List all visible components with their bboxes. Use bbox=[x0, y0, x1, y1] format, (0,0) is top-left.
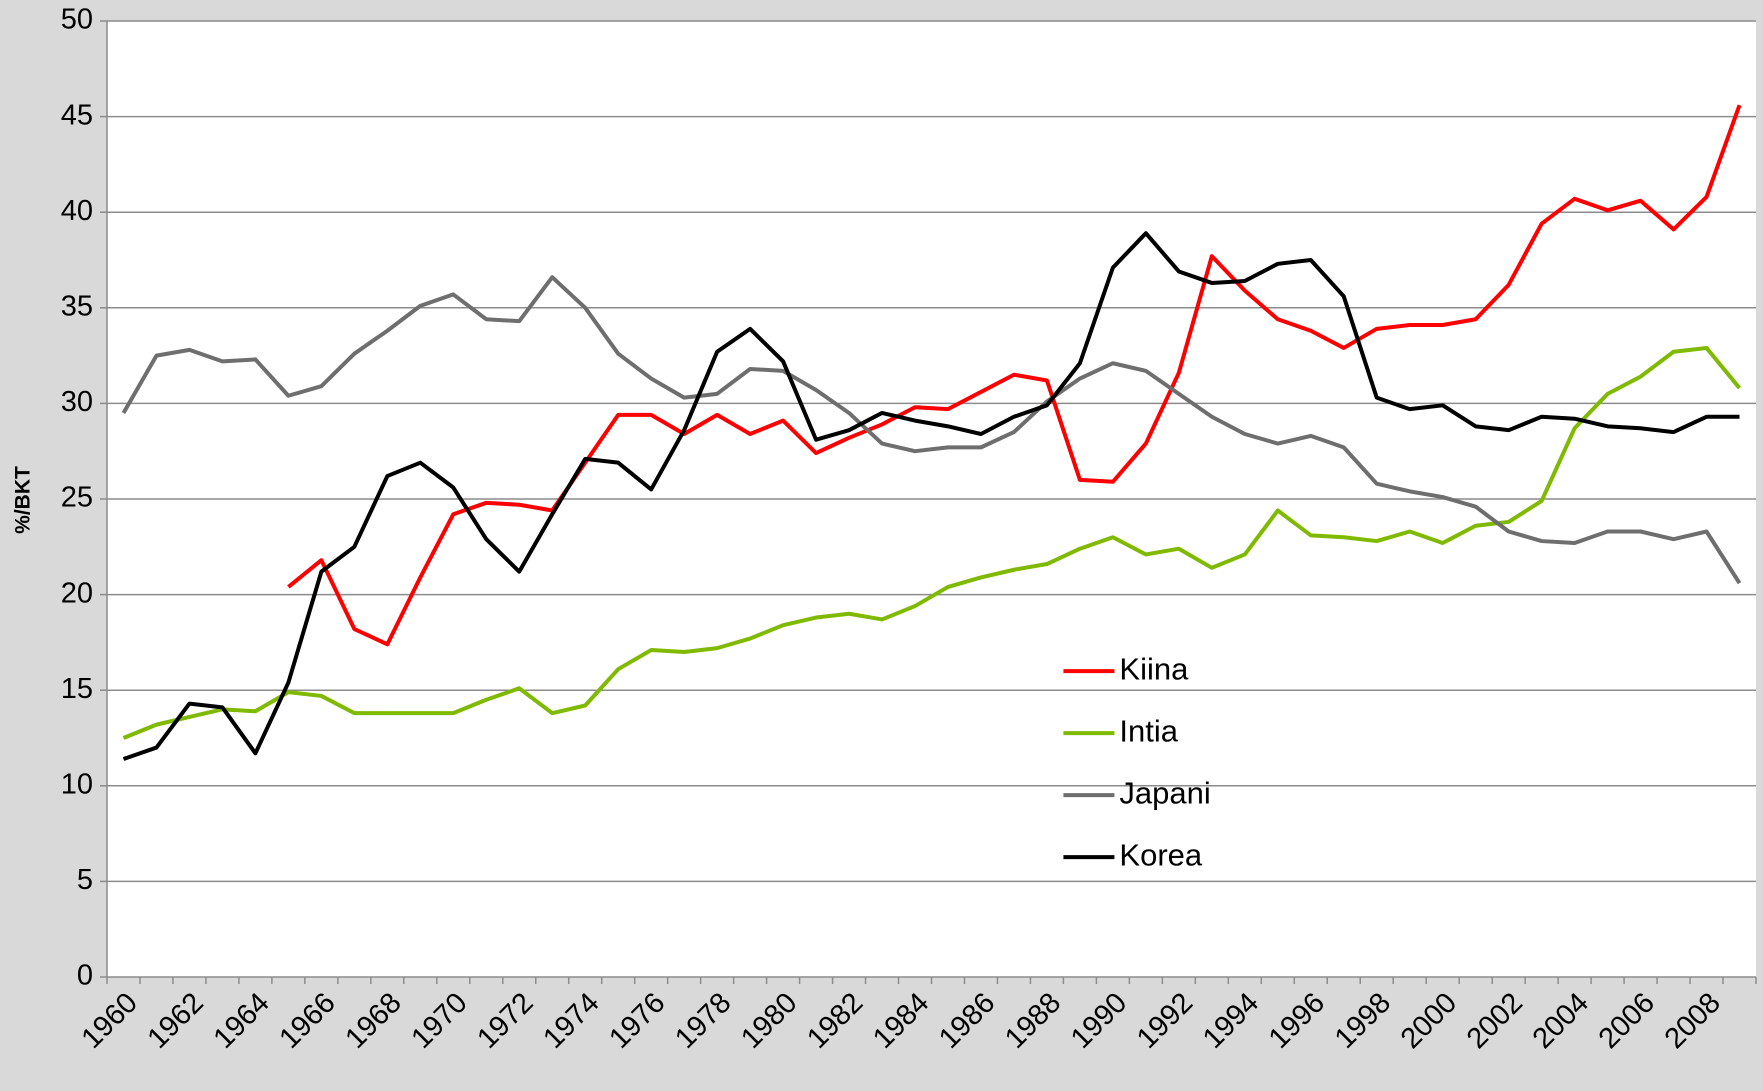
y-tick-label: 5 bbox=[77, 864, 93, 896]
legend-label: Japani bbox=[1119, 775, 1210, 810]
series-line bbox=[121, 275, 1742, 585]
y-tick-label: 0 bbox=[77, 960, 93, 992]
y-tick-label: 40 bbox=[61, 195, 93, 227]
y-tick-label: 25 bbox=[61, 482, 93, 514]
y-tick-label: 45 bbox=[61, 99, 93, 131]
y-tick-label: 15 bbox=[61, 673, 93, 705]
series-line bbox=[122, 231, 1740, 761]
legend-label: Kiina bbox=[1119, 651, 1189, 686]
y-axis-label: %/BKT bbox=[12, 466, 35, 534]
y-tick-label: 30 bbox=[61, 386, 93, 418]
y-tick-label: 10 bbox=[61, 768, 93, 800]
series-line bbox=[287, 104, 1742, 647]
y-tick-label: 35 bbox=[61, 290, 93, 322]
y-tick-label: 20 bbox=[61, 577, 93, 609]
legend-label: Korea bbox=[1119, 837, 1202, 872]
y-tick-label: 50 bbox=[61, 4, 93, 36]
legend-label: Intia bbox=[1119, 713, 1178, 748]
series-line bbox=[122, 345, 1742, 740]
